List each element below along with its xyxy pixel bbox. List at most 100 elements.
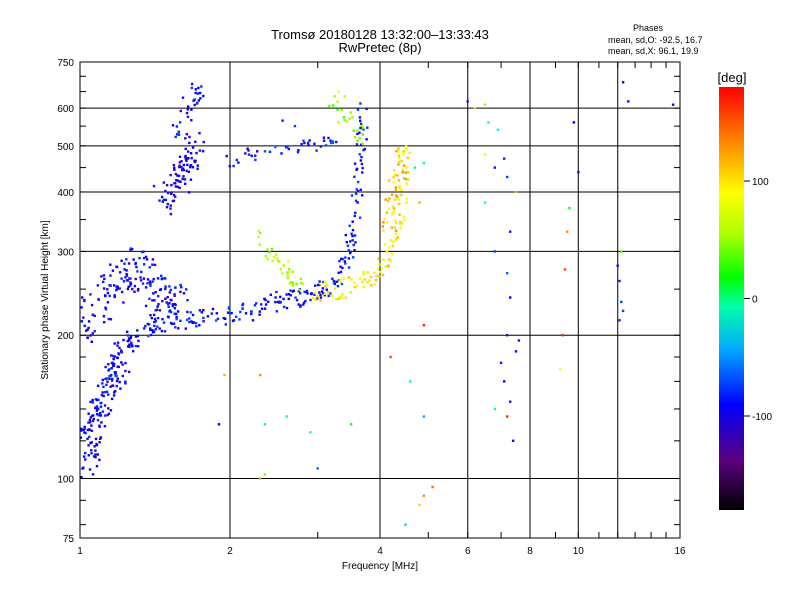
echo-point bbox=[365, 138, 368, 141]
echo-point bbox=[85, 329, 88, 332]
echo-point bbox=[152, 330, 156, 333]
echo-point bbox=[385, 211, 389, 214]
echo-point bbox=[116, 341, 120, 344]
echo-point bbox=[347, 249, 350, 252]
echo-point bbox=[87, 444, 90, 447]
echo-point bbox=[335, 298, 338, 301]
echo-point bbox=[160, 274, 163, 277]
x-axis-label: Frequency [MHz] bbox=[342, 561, 418, 572]
echo-point bbox=[151, 263, 154, 266]
echo-point bbox=[127, 285, 130, 288]
echo-point bbox=[156, 277, 160, 280]
echo-point bbox=[313, 293, 316, 296]
echo-point bbox=[127, 262, 131, 265]
echo-point bbox=[223, 373, 226, 377]
echo-point bbox=[405, 198, 408, 201]
echo-point bbox=[109, 263, 112, 266]
echo-point bbox=[431, 485, 434, 489]
echo-point bbox=[263, 307, 267, 310]
echo-point bbox=[287, 297, 290, 301]
echo-point bbox=[122, 301, 125, 304]
echo-point bbox=[361, 171, 364, 174]
echo-point bbox=[167, 305, 170, 309]
echo-point bbox=[86, 328, 89, 331]
echo-point bbox=[333, 282, 336, 286]
y-tick-label: 400 bbox=[57, 188, 74, 199]
echo-point bbox=[125, 269, 128, 272]
echo-point bbox=[100, 394, 104, 397]
echo-point bbox=[572, 121, 576, 124]
echo-point bbox=[330, 141, 333, 145]
echo-point bbox=[124, 380, 127, 383]
echo-point bbox=[347, 276, 351, 279]
echo-point bbox=[162, 181, 165, 184]
echo-point bbox=[175, 179, 178, 182]
echo-point bbox=[129, 335, 133, 338]
echo-point bbox=[195, 101, 199, 105]
echo-point bbox=[189, 152, 193, 155]
echo-point bbox=[161, 299, 164, 303]
echo-point bbox=[173, 307, 177, 310]
echo-point bbox=[106, 301, 110, 304]
echo-point bbox=[99, 401, 102, 405]
echo-point bbox=[142, 277, 145, 280]
echo-point bbox=[393, 173, 397, 176]
echo-point bbox=[105, 377, 109, 380]
echo-point bbox=[231, 319, 235, 323]
echo-point bbox=[387, 207, 391, 211]
echo-point bbox=[360, 280, 364, 283]
echo-point bbox=[268, 251, 271, 254]
echo-point bbox=[83, 431, 86, 434]
echo-point bbox=[178, 161, 182, 164]
echo-point bbox=[112, 364, 115, 368]
echo-point bbox=[146, 278, 150, 281]
echo-point bbox=[394, 198, 397, 201]
echo-point bbox=[178, 186, 181, 190]
echo-point bbox=[178, 165, 181, 169]
echo-point bbox=[355, 284, 359, 287]
echo-point bbox=[186, 310, 189, 314]
echo-point bbox=[113, 295, 116, 299]
echo-point bbox=[305, 290, 308, 294]
echo-point bbox=[134, 261, 137, 265]
echo-point bbox=[258, 243, 261, 246]
echo-point bbox=[177, 133, 181, 136]
echo-point bbox=[340, 108, 343, 112]
echo-point bbox=[115, 374, 118, 377]
echo-point bbox=[400, 193, 403, 197]
echo-point bbox=[618, 279, 621, 283]
echo-point bbox=[359, 126, 362, 130]
echo-point bbox=[157, 295, 160, 298]
echo-point bbox=[151, 280, 154, 283]
echo-point bbox=[90, 449, 93, 452]
echo-point bbox=[230, 311, 233, 315]
echo-point bbox=[116, 344, 119, 347]
echo-point bbox=[103, 404, 107, 407]
echo-point bbox=[380, 267, 383, 270]
echo-point bbox=[397, 163, 400, 166]
echo-point bbox=[303, 290, 306, 294]
echo-point bbox=[384, 198, 387, 201]
echo-point bbox=[300, 142, 303, 146]
echo-point bbox=[99, 436, 103, 439]
echo-point bbox=[188, 320, 191, 324]
echo-point bbox=[321, 287, 325, 290]
echo-point bbox=[327, 136, 330, 140]
echo-point bbox=[113, 342, 116, 345]
echo-point bbox=[172, 163, 176, 167]
echo-point bbox=[350, 194, 354, 197]
echo-point bbox=[95, 465, 99, 468]
echo-point bbox=[353, 281, 356, 284]
echo-point bbox=[307, 144, 310, 147]
echo-point bbox=[186, 150, 190, 153]
echo-point bbox=[337, 121, 340, 124]
echo-point bbox=[356, 139, 359, 142]
echo-point bbox=[616, 264, 619, 267]
echo-point bbox=[361, 133, 364, 136]
echo-point bbox=[202, 320, 205, 323]
echo-point bbox=[129, 277, 132, 280]
echo-point bbox=[279, 295, 282, 299]
echo-point bbox=[149, 314, 152, 317]
echo-point bbox=[322, 292, 325, 295]
echo-point bbox=[356, 201, 359, 204]
